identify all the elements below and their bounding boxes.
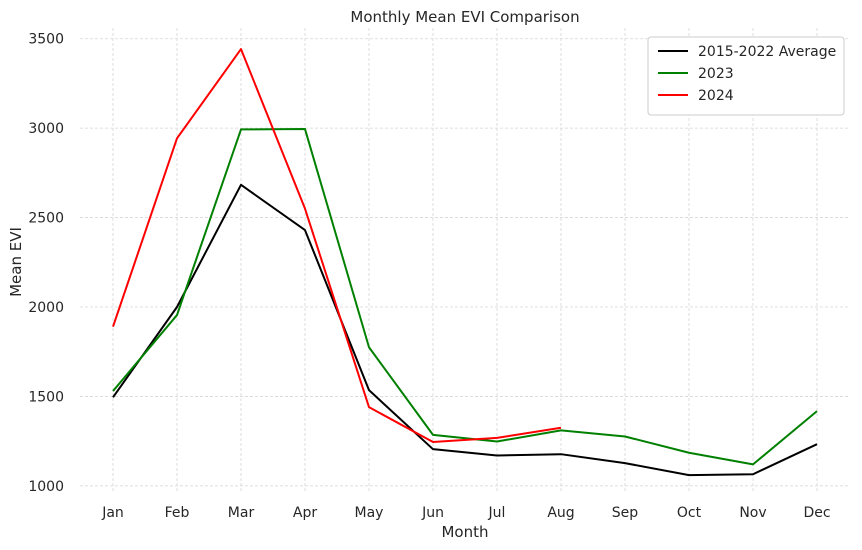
- y-tick-labels: 1000 1500 2000 2500 3000 3500: [28, 32, 64, 495]
- legend: 2015-2022 Average 2023 2024: [647, 36, 845, 116]
- series-line-0: [112, 183, 818, 477]
- y-tick-label: 1500: [28, 389, 64, 405]
- x-tick-label: Oct: [677, 505, 702, 521]
- legend-label: 2023: [698, 66, 734, 82]
- x-tick-label: Jul: [488, 505, 506, 521]
- y-tick-label: 1000: [28, 479, 64, 495]
- x-tick-label: Nov: [739, 505, 766, 521]
- x-tick-label: Sep: [612, 505, 639, 521]
- y-axis-title: Mean EVI: [7, 227, 25, 297]
- x-tick-label: Jan: [101, 505, 124, 521]
- x-tick-label: Dec: [803, 505, 830, 521]
- series-line-1: [112, 128, 818, 466]
- x-tick-label: Jun: [421, 505, 444, 521]
- x-tick-label: May: [355, 505, 384, 521]
- x-tick-label: Apr: [293, 505, 317, 521]
- x-tick-label: Mar: [228, 505, 255, 521]
- x-tick-labels: Jan Feb Mar Apr May Jun Jul Aug Sep Oct Nov Dec: [101, 505, 830, 521]
- x-tick-label: Aug: [547, 505, 574, 521]
- x-tick-label: Feb: [165, 505, 190, 521]
- x-axis-title: Month: [441, 523, 488, 541]
- y-tick-label: 3000: [28, 121, 64, 137]
- legend-label: 2024: [698, 88, 734, 104]
- y-tick-label: 2500: [28, 211, 64, 227]
- chart-title: Monthly Mean EVI Comparison: [350, 8, 579, 26]
- y-tick-label: 2000: [28, 300, 64, 316]
- legend-label: 2015-2022 Average: [698, 44, 836, 60]
- series-line-2: [112, 48, 562, 444]
- y-tick-label: 3500: [28, 32, 64, 48]
- legend-box: [647, 36, 845, 116]
- series-lines: [112, 48, 818, 477]
